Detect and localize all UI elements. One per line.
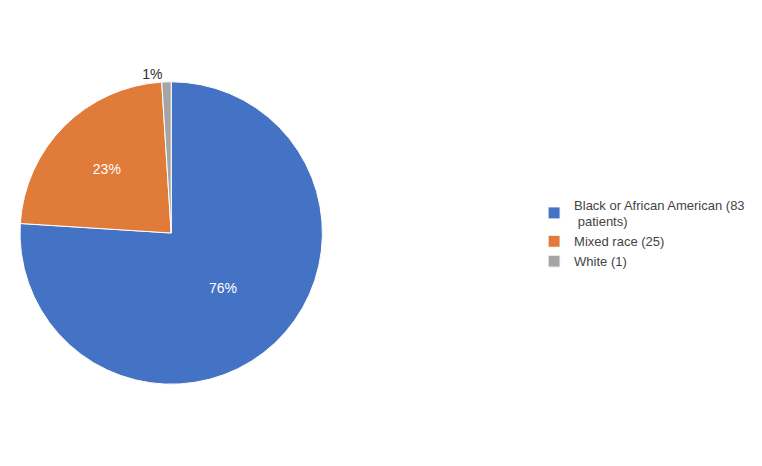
svg-text:Black or African American (83: Black or African American (83 patients) — [574, 198, 745, 230]
svg-text:1%: 1% — [142, 66, 162, 82]
svg-text:76%: 76% — [209, 280, 237, 296]
svg-text:23%: 23% — [93, 161, 121, 177]
svg-text:Mixed race (25): Mixed race (25) — [574, 234, 664, 249]
svg-text:White (1): White (1) — [574, 254, 627, 269]
